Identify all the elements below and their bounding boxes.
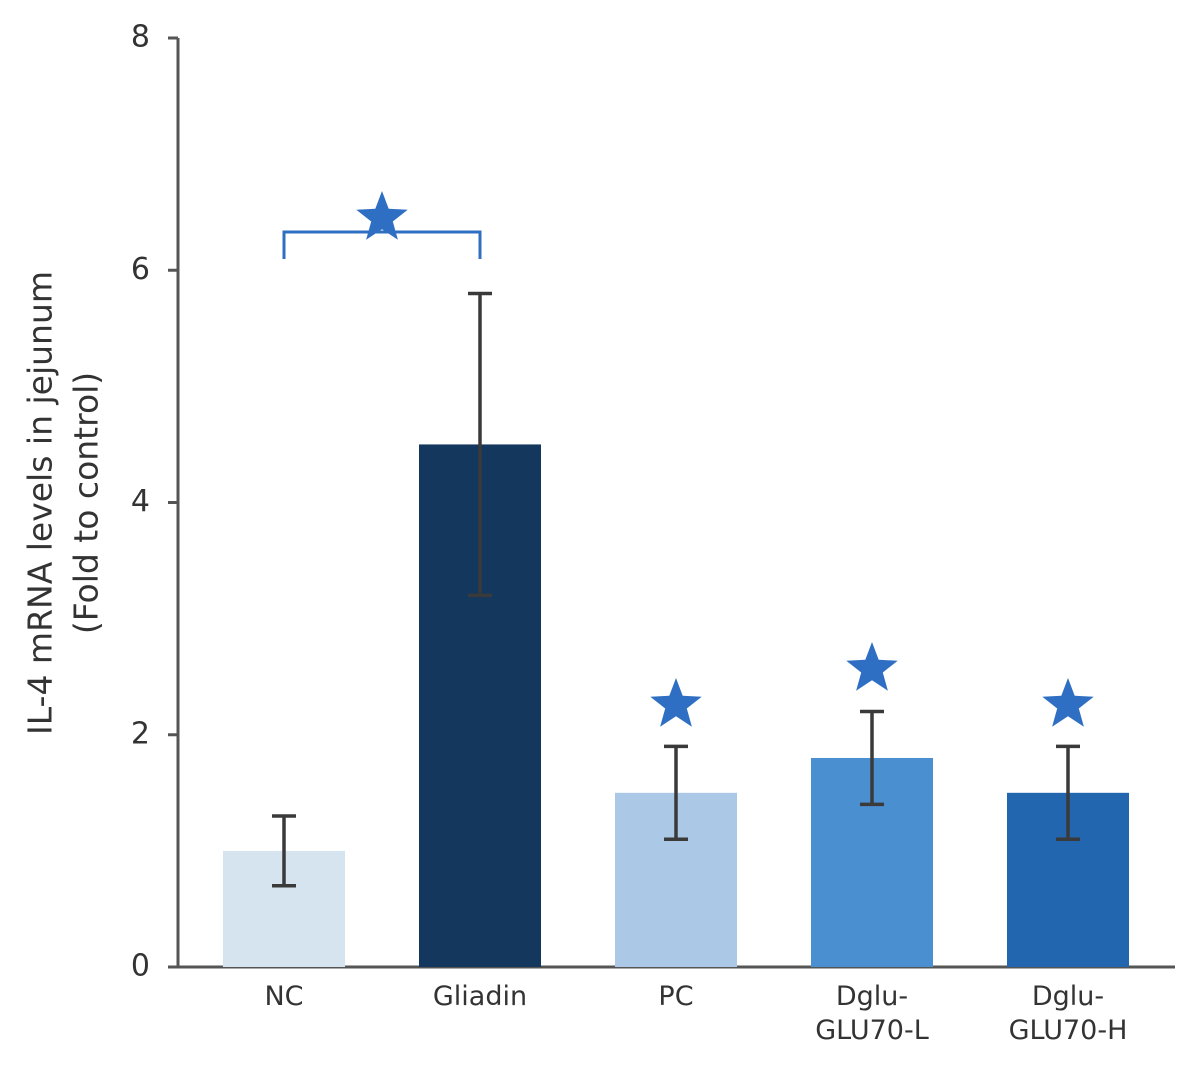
error-bar — [272, 814, 296, 888]
error-bar — [468, 291, 492, 598]
y-tick-label: 0 — [131, 949, 150, 984]
error-bar — [860, 709, 884, 807]
y-axis-label: (Fold to control) — [67, 372, 106, 634]
x-tick-label: Gliadin — [432, 981, 528, 1012]
y-tick-label: 6 — [131, 252, 150, 287]
significance-star — [356, 191, 408, 240]
significance-star — [650, 678, 702, 727]
significance-star — [1042, 678, 1094, 727]
significance-bracket — [282, 230, 482, 259]
x-tick-label: Dglu- GLU70-H — [1008, 981, 1128, 1046]
x-tick-label: NC — [264, 981, 304, 1012]
error-bar — [664, 744, 688, 842]
x-tick-label: Dglu- GLU70-L — [815, 981, 929, 1046]
significance-star — [846, 642, 898, 691]
error-bar — [1056, 744, 1080, 842]
y-tick-label: 8 — [131, 20, 150, 55]
y-tick-label: 4 — [131, 484, 150, 519]
x-tick-label: PC — [658, 981, 694, 1012]
y-tick-label: 2 — [131, 716, 150, 751]
y-axis-label: IL-4 mRNA levels in jejunum — [21, 271, 60, 735]
